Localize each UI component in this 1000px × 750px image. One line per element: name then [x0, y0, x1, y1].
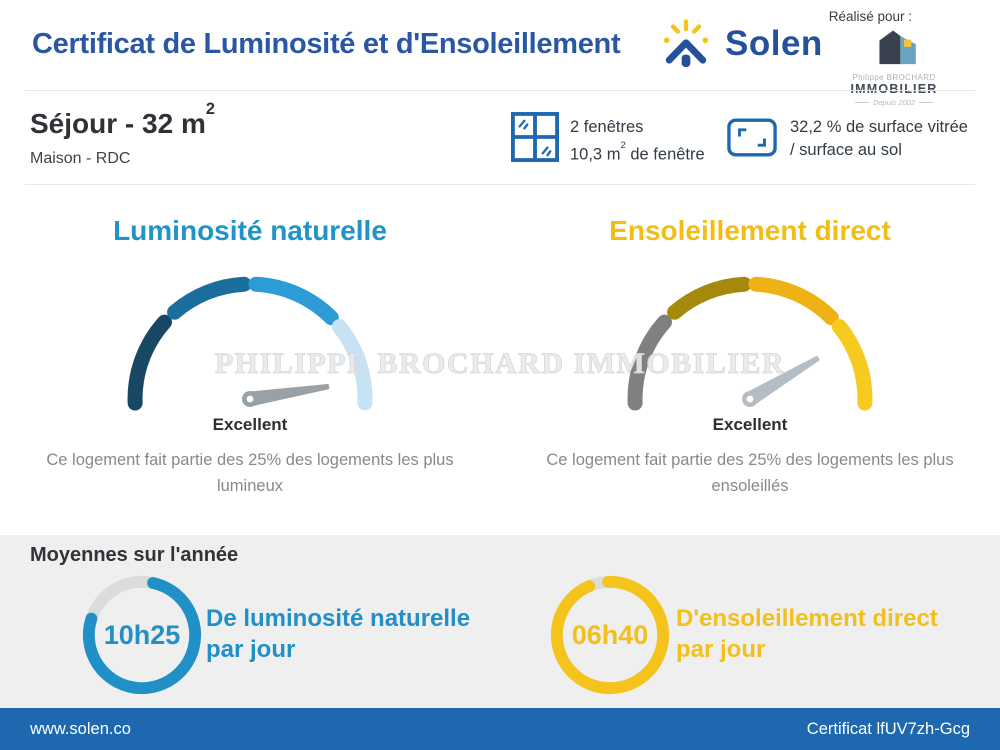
windows-count: 2 fenêtres	[570, 118, 644, 136]
luminosity-panel: Luminosité naturelle Excellent Ce logeme…	[0, 185, 500, 535]
glazing-ratio-denominator: / surface au sol	[790, 141, 902, 159]
windows-area-sup: 2	[620, 139, 626, 151]
windows-area-unit: de fenêtre	[625, 145, 705, 164]
luminosity-hours-label: De luminosité naturelle par jour	[206, 603, 470, 665]
glazing-info: 32,2 % de surface vitrée / surface au so…	[790, 116, 968, 162]
windows-area-value: 10,3 m	[570, 145, 621, 164]
gauge-needle	[742, 355, 820, 407]
sunlight-hours: 06h40	[571, 619, 649, 650]
sunlight-ring-chart	[550, 575, 670, 695]
luminosity-hours: 10h25	[103, 619, 181, 650]
footer-bar: www.solen.co Certificat lfUV7zh-Gcg	[0, 708, 1000, 750]
gauge-needle	[242, 383, 330, 407]
agency-name-top: Philippe BROCHARD	[852, 73, 936, 82]
solen-logo: Solen	[658, 18, 823, 70]
room-divider	[25, 184, 975, 185]
agency-logo: Philippe BROCHARD IMMOBILIER Depuis 2002	[848, 26, 940, 107]
room-title-text: Séjour - 32 m	[30, 108, 206, 139]
sunlight-ring: 06h40	[546, 571, 674, 699]
luminosity-gauge	[127, 276, 373, 411]
room-title-sup: 2	[205, 99, 215, 118]
room-title: Séjour - 32 m2	[30, 100, 215, 140]
windows-area: 10,3 m2 de fenêtre	[570, 139, 705, 167]
sunlight-hours-label: D'ensoleillement direct par jour	[676, 603, 938, 665]
sunlight-description: Ce logement fait partie des 25% des loge…	[546, 451, 954, 495]
luminosity-ring-chart	[82, 575, 202, 695]
room-subtitle: Maison - RDC	[30, 150, 131, 167]
sunlight-rating: Excellent	[712, 415, 788, 434]
luminosity-description: Ce logement fait partie des 25% des loge…	[46, 451, 454, 495]
glazing-ratio: 32,2 % de surface vitrée	[790, 118, 968, 136]
header-divider	[25, 90, 975, 91]
agency-name-main: IMMOBILIER	[850, 82, 938, 96]
luminosity-ring: 10h25	[78, 571, 206, 699]
solen-wordmark: Solen	[725, 24, 823, 63]
averages-title: Moyennes sur l'année	[30, 544, 239, 566]
sunlight-title: Ensoleillement direct	[609, 215, 891, 246]
luminosity-title: Luminosité naturelle	[113, 215, 387, 246]
luminosity-hours-label-line2: par jour	[206, 636, 296, 663]
footer-website: www.solen.co	[30, 719, 131, 738]
surface-icon	[727, 118, 777, 157]
luminosity-rating: Excellent	[212, 415, 288, 434]
agency-house-icon	[879, 30, 916, 65]
agency-tagline: Depuis 2002	[848, 98, 940, 107]
footer-certificate-id: Certificat lfUV7zh-Gcg	[806, 719, 970, 738]
averages-section: Moyennes sur l'année 10h25 De luminosité…	[0, 535, 1000, 708]
sunlight-panel: Ensoleillement direct Excellent Ce logem…	[500, 185, 1000, 535]
sunlight-hours-label-line1: D'ensoleillement direct	[676, 605, 938, 632]
windows-info: 2 fenêtres 10,3 m2 de fenêtre	[570, 116, 705, 167]
sunlight-gauge	[627, 276, 873, 411]
solen-sun-house-icon	[663, 19, 709, 68]
page-title: Certificat de Luminosité et d'Ensoleille…	[32, 28, 621, 60]
sunlight-hours-label-line2: par jour	[676, 636, 766, 663]
luminosity-hours-label-line1: De luminosité naturelle	[206, 605, 471, 632]
window-icon	[511, 112, 559, 162]
made-for-label: Réalisé pour :	[828, 9, 912, 24]
